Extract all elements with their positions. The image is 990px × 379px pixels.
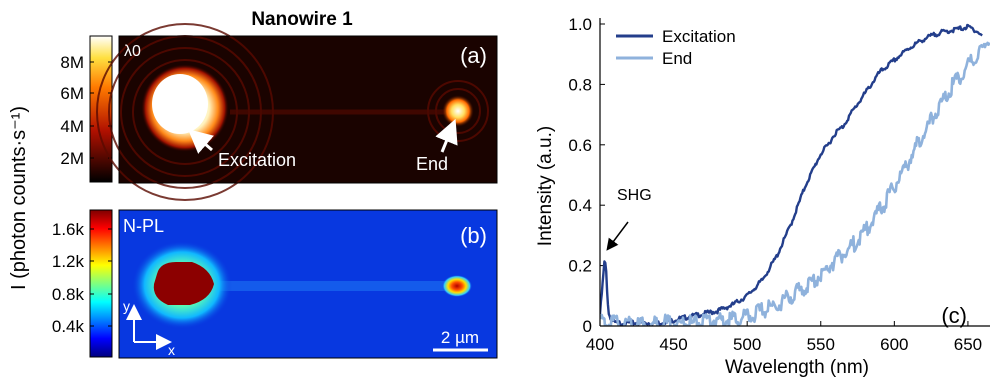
y-tick-label: 1.0 [568,15,592,34]
colorbar-b: 1.6k 1.2k 0.8k 0.4k [52,209,113,358]
colorbar-label: I (photon counts·s⁻¹) [8,106,30,290]
y-tick-label: 0.2 [568,257,592,276]
annotation-end: End [416,154,448,174]
colorbar-b-tick: 1.6k [52,220,85,239]
legend-label-end: End [662,49,692,68]
x-axis-label: Wavelength (nm) [725,357,869,378]
series-line-end [600,41,990,326]
y-tick-label: 0.4 [568,196,592,215]
y-ticks: 0 0.2 0.4 0.6 0.8 1.0 [568,15,605,336]
shg-arrow [606,221,629,251]
colorbar-a-tick: 4M [60,117,84,136]
end-arrow [435,118,458,153]
axes-indicator: y x [123,298,175,358]
axis-x-label: x [168,342,175,358]
y-tick-label: 0.8 [568,75,592,94]
annotation-shg: SHG [617,187,652,204]
colorbar-a: 8M 6M 4M 2M [60,35,113,183]
x-tick-label: 450 [659,335,687,354]
colorbar-b-tick: 0.4k [52,317,85,336]
panel-b-image [118,209,498,359]
colorbar-a-tick: 2M [60,149,84,168]
series-group [600,23,990,326]
x-tick-label: 600 [880,335,908,354]
excitation-arrow [187,129,214,154]
panel-b-label: (b) [460,223,487,248]
figure-title: Nanowire 1 [251,9,353,30]
panel-b-corner-label: N-PL [123,216,164,236]
axis-y-label: y [123,298,130,314]
scalebar-label: 2 µm [441,328,479,347]
colorbar-a-tick: 8M [60,53,84,72]
y-axis-label: Intensity (a.u.) [535,126,556,246]
x-tick-label: 650 [954,335,982,354]
chart-c: 0 0.2 0.4 0.6 0.8 1.0 400 450 500 550 600 650 Exci… [535,15,990,378]
y-tick-label: 0.6 [568,136,592,155]
legend-label-excitation: Excitation [662,27,736,46]
panel-a-corner-label: λ0 [124,43,141,60]
annotation-excitation: Excitation [218,150,296,170]
panel-c-label: (c) [941,303,967,328]
colorbar-b-tick: 0.8k [52,285,85,304]
x-tick-label: 400 [586,335,614,354]
y-tick-label: 0 [583,317,592,336]
x-tick-label: 500 [733,335,761,354]
panel-a-label: (a) [460,43,487,68]
series-line-excitation [600,23,983,326]
x-ticks: 400 450 500 550 600 650 [586,321,982,354]
colorbar-b-tick: 1.2k [52,252,85,271]
colorbar-a-tick: 6M [60,84,84,103]
x-tick-label: 550 [807,335,835,354]
